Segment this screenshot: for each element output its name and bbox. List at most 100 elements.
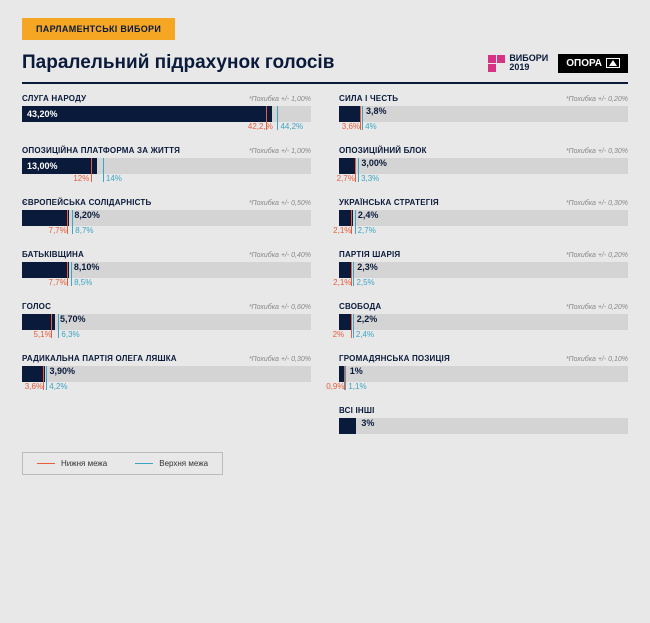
lower-bound-label: 2,7% xyxy=(337,174,355,183)
bar-track: 8,10% xyxy=(22,262,311,278)
party-name: СЛУГА НАРОДУ xyxy=(22,94,86,103)
party-name: РАДИКАЛЬНА ПАРТІЯ ОЛЕГА ЛЯШКА xyxy=(22,354,177,363)
party-name: ГРОМАДЯНСЬКА ПОЗИЦІЯ xyxy=(339,354,450,363)
bar-fill xyxy=(22,314,55,330)
bar-fill: 13,00% xyxy=(22,158,97,174)
party-name: ВСІ ІНШІ xyxy=(339,406,375,415)
upper-bound-label: 8,5% xyxy=(74,278,92,287)
left-column: СЛУГА НАРОДУ *Похибка +/- 1,00% 43,20% 4… xyxy=(22,94,311,446)
bar-track: 5,70% xyxy=(22,314,311,330)
bar-fill: 43,20% xyxy=(22,106,272,122)
bar-track: 2,4% xyxy=(339,210,628,226)
lower-bound-label: 42,2,% xyxy=(248,122,273,131)
party-name: ЄВРОПЕЙСЬКА СОЛІДАРНІСТЬ xyxy=(22,198,151,207)
party-name: УКРАЇНСЬКА СТРАТЕГІЯ xyxy=(339,198,439,207)
party-block: РАДИКАЛЬНА ПАРТІЯ ОЛЕГА ЛЯШКА *Похибка +… xyxy=(22,354,311,394)
bar-pct-label: 3,00% xyxy=(356,158,387,168)
lower-bound-label: 12% xyxy=(73,174,89,183)
legend-upper-line-icon xyxy=(135,463,153,464)
upper-bound-label: 14% xyxy=(106,174,122,183)
triangle-up-icon xyxy=(609,60,617,66)
bar-pct-label: 5,70% xyxy=(55,314,86,324)
lower-bound-label: 7,7% xyxy=(49,278,67,287)
legend-upper-label: Верхня межа xyxy=(159,459,208,468)
bounds-row: 3,6% 4,2% xyxy=(22,382,311,394)
party-name: ОПОЗИЦІЙНА ПЛАТФОРМА ЗА ЖИТТЯ xyxy=(22,146,180,155)
bounds-row: 2,1% 2,5% xyxy=(339,278,628,290)
bar-pct-label: 1% xyxy=(345,366,363,376)
upper-bound-label: 4% xyxy=(365,122,377,131)
bar-fill xyxy=(339,418,356,434)
party-error: *Похибка +/- 0,20% xyxy=(566,96,628,103)
right-column: СИЛА І ЧЕСТЬ *Похибка +/- 0,20% 3,8% 3,6… xyxy=(339,94,628,446)
party-block: ОПОЗИЦІЙНИЙ БЛОК *Похибка +/- 0,30% 3,00… xyxy=(339,146,628,186)
party-name: СВОБОДА xyxy=(339,302,381,311)
upper-bound-label: 4,2% xyxy=(49,382,67,391)
legend-lower-line-icon xyxy=(37,463,55,464)
lower-bound-label: 5,1% xyxy=(33,330,51,339)
upper-bound-label: 6,3% xyxy=(61,330,79,339)
vybory-2019-logo: ВИБОРИ 2019 xyxy=(488,54,548,72)
party-error: *Похибка +/- 0,40% xyxy=(249,252,311,259)
party-block: ГРОМАДЯНСЬКА ПОЗИЦІЯ *Похибка +/- 0,10% … xyxy=(339,354,628,394)
party-error: *Похибка +/- 0,50% xyxy=(249,200,311,207)
party-error: *Похибка +/- 0,20% xyxy=(566,252,628,259)
bar-track: 8,20% xyxy=(22,210,311,226)
bar-track: 1% xyxy=(339,366,628,382)
vybory-line2: 2019 xyxy=(509,63,548,72)
bounds-row: 7,7% 8,5% xyxy=(22,278,311,290)
party-error: *Похибка +/- 0,30% xyxy=(566,148,628,155)
chart-columns: СЛУГА НАРОДУ *Похибка +/- 1,00% 43,20% 4… xyxy=(22,94,628,446)
lower-bound-label: 2,1% xyxy=(333,278,351,287)
bar-track: 3,90% xyxy=(22,366,311,382)
bar-fill xyxy=(339,106,361,122)
bar-pct-label: 43,20% xyxy=(22,109,58,119)
legend-lower-label: Нижня межа xyxy=(61,459,107,468)
party-error: *Похибка +/- 0,10% xyxy=(566,356,628,363)
lower-bound-label: 0,9% xyxy=(326,382,344,391)
title-row: Паралельний підрахунок голосів ВИБОРИ 20… xyxy=(22,52,628,74)
legend-upper: Верхня межа xyxy=(135,459,208,468)
party-block: ВСІ ІНШІ 3% xyxy=(339,406,628,434)
bar-track: 2,3% xyxy=(339,262,628,278)
upper-bound-label: 44,2% xyxy=(280,122,303,131)
bar-pct-label: 2,3% xyxy=(352,262,378,272)
bar-fill xyxy=(22,366,45,382)
bar-fill xyxy=(22,262,69,278)
bar-pct-label: 3,90% xyxy=(45,366,76,376)
bounds-row: 2% 2,4% xyxy=(339,330,628,342)
party-block: БАТЬКІВЩИНА *Похибка +/- 0,40% 8,10% 7,7… xyxy=(22,250,311,290)
party-name: БАТЬКІВЩИНА xyxy=(22,250,84,259)
party-error: *Похибка +/- 0,20% xyxy=(566,304,628,311)
bounds-row: 2,7% 3,3% xyxy=(339,174,628,186)
party-error: *Похибка +/- 1,00% xyxy=(249,96,311,103)
party-block: ГОЛОС *Похибка +/- 0,60% 5,70% 5,1% 6,3% xyxy=(22,302,311,342)
bounds-row: 7,7% 8,7% xyxy=(22,226,311,238)
lower-bound-label: 2% xyxy=(333,330,345,339)
legend-lower: Нижня межа xyxy=(37,459,107,468)
bar-pct-label: 8,20% xyxy=(69,210,100,220)
bounds-row: 5,1% 6,3% xyxy=(22,330,311,342)
upper-bound-label: 2,4% xyxy=(356,330,374,339)
bar-track: 3% xyxy=(339,418,628,434)
lower-bound-label: 7,7% xyxy=(49,226,67,235)
opora-badge: ОПОРА xyxy=(558,54,628,73)
legend: Нижня межа Верхня межа xyxy=(22,452,223,475)
bounds-row: 12% 14% xyxy=(22,174,311,186)
header-tag: ПАРЛАМЕНТСЬКІ ВИБОРИ xyxy=(22,18,175,40)
party-error: *Похибка +/- 1,00% xyxy=(249,148,311,155)
bar-pct-label: 3% xyxy=(356,418,374,428)
bar-track: 2,2% xyxy=(339,314,628,330)
upper-bound-label: 2,5% xyxy=(356,278,374,287)
opora-label: ОПОРА xyxy=(566,58,602,69)
upper-bound-label: 2,7% xyxy=(358,226,376,235)
party-error: *Похибка +/- 0,30% xyxy=(249,356,311,363)
party-name: ОПОЗИЦІЙНИЙ БЛОК xyxy=(339,146,427,155)
bar-pct-label: 2,2% xyxy=(352,314,378,324)
party-block: ПАРТІЯ ШАРІЯ *Похибка +/- 0,20% 2,3% 2,1… xyxy=(339,250,628,290)
bounds-row: 2,1% 2,7% xyxy=(339,226,628,238)
bar-pct-label: 2,4% xyxy=(353,210,379,220)
bar-pct-label: 3,8% xyxy=(361,106,387,116)
party-name: ГОЛОС xyxy=(22,302,51,311)
bounds-row: 42,2,% 44,2% xyxy=(22,122,311,134)
